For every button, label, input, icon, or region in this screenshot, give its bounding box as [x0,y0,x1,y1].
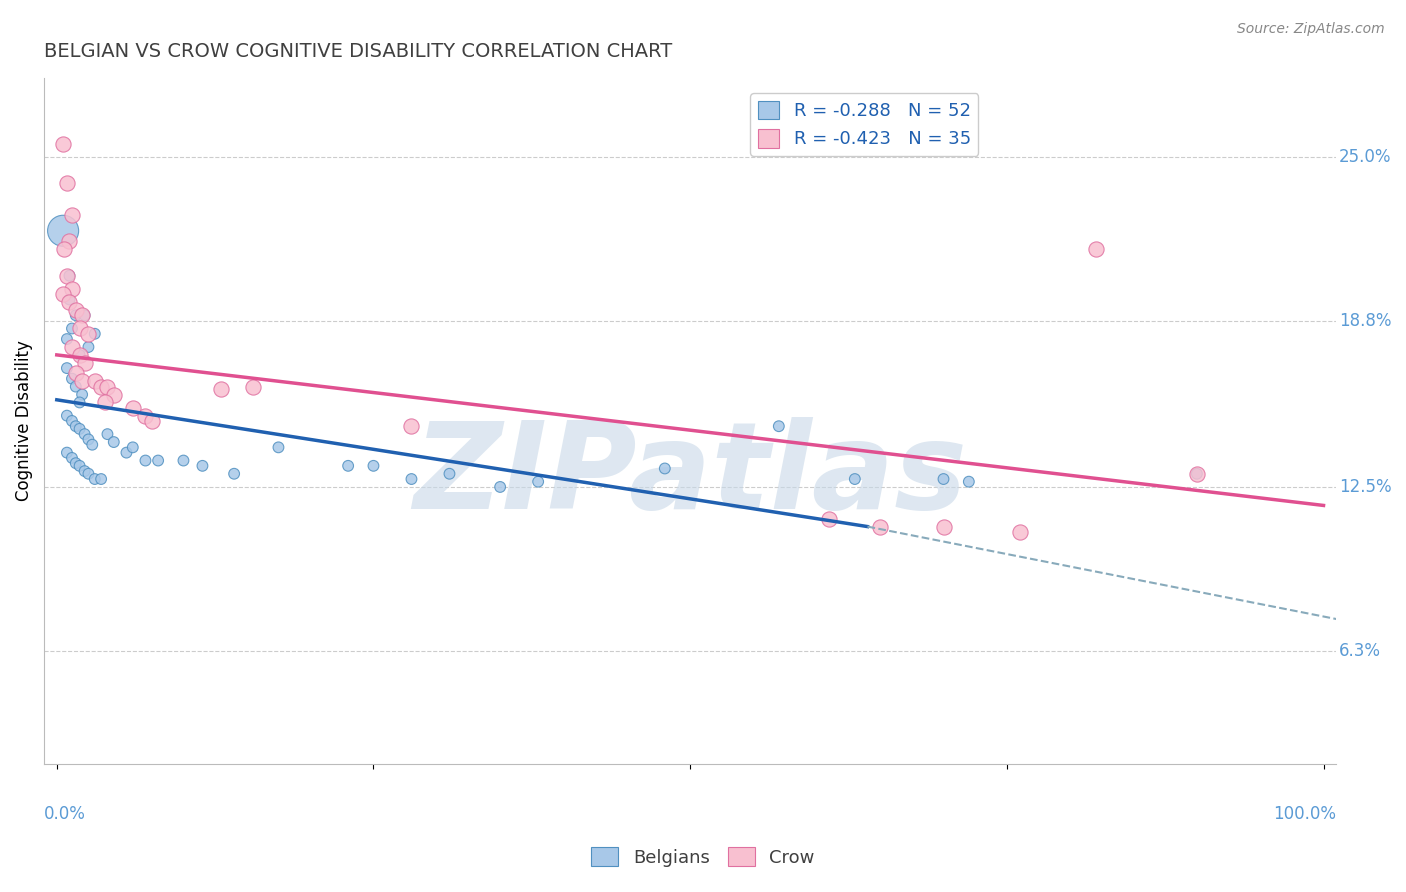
Point [69,348,91,362]
Point [103,387,125,401]
Point [77,433,100,447]
Point [134,409,156,423]
Point [1084,242,1107,256]
Point [69,395,91,409]
Point [96,427,118,442]
Point [70,387,93,401]
Point [65,367,87,381]
Point [73,464,96,478]
Point [121,401,143,415]
Point [60,372,83,386]
Point [363,458,385,473]
Point [401,419,423,434]
Point [1185,467,1208,481]
Point [65,379,87,393]
Point [83,472,105,486]
Point [242,379,264,393]
Point [134,453,156,467]
Point [768,419,790,434]
Point [82,438,104,452]
Text: 0.0%: 0.0% [44,805,86,823]
Point [77,467,100,481]
Point [69,348,91,362]
Point [52,224,75,238]
Point [90,379,112,393]
Point [869,519,891,533]
Point [439,467,461,481]
Point [65,456,87,470]
Point [56,361,79,376]
Point [73,356,96,370]
Point [83,326,105,341]
Point [844,472,866,486]
Text: BELGIAN VS CROW COGNITIVE DISABILITY CORRELATION CHART: BELGIAN VS CROW COGNITIVE DISABILITY COR… [44,42,672,61]
Point [73,308,96,322]
Point [172,453,194,467]
Text: 25.0%: 25.0% [1339,148,1392,166]
Point [121,441,143,455]
Point [58,293,80,307]
Point [94,395,117,409]
Point [1008,524,1031,539]
Point [96,379,118,393]
Point [932,519,955,533]
Point [69,458,91,473]
Point [56,332,79,346]
Text: ZIPatlas: ZIPatlas [413,417,967,534]
Point [56,268,79,283]
Legend: Belgians, Crow: Belgians, Crow [583,840,823,874]
Text: 12.5%: 12.5% [1339,478,1392,496]
Point [932,472,955,486]
Point [401,472,423,486]
Point [56,176,79,190]
Text: Source: ZipAtlas.com: Source: ZipAtlas.com [1237,22,1385,37]
Point [60,282,83,296]
Point [224,467,246,481]
Point [65,419,87,434]
Point [957,475,980,489]
Point [211,382,233,396]
Point [77,340,100,354]
Point [65,303,87,318]
Point [58,268,80,283]
Point [69,321,91,335]
Text: 6.3%: 6.3% [1339,641,1381,660]
Point [60,414,83,428]
Point [52,136,75,151]
Point [77,326,100,341]
Point [69,422,91,436]
Point [1185,467,1208,481]
Point [56,409,79,423]
Point [146,453,169,467]
Point [337,458,360,473]
Point [60,321,83,335]
Point [70,374,93,388]
Text: 18.8%: 18.8% [1339,311,1392,329]
Y-axis label: Cognitive Disability: Cognitive Disability [15,341,32,501]
Point [60,450,83,465]
Legend: R = -0.288   N = 52, R = -0.423   N = 35: R = -0.288 N = 52, R = -0.423 N = 35 [751,94,979,156]
Point [103,435,125,450]
Point [818,511,841,525]
Point [60,340,83,354]
Point [73,427,96,442]
Point [527,475,550,489]
Point [90,472,112,486]
Point [52,287,75,301]
Point [267,441,290,455]
Point [56,445,79,459]
Text: 100.0%: 100.0% [1274,805,1336,823]
Point [654,461,676,475]
Point [141,414,163,428]
Point [65,308,87,322]
Point [489,480,512,494]
Point [70,308,93,322]
Point [83,374,105,388]
Point [60,208,83,222]
Point [115,445,138,459]
Point [58,235,80,249]
Point [58,295,80,310]
Point [53,242,76,256]
Point [191,458,214,473]
